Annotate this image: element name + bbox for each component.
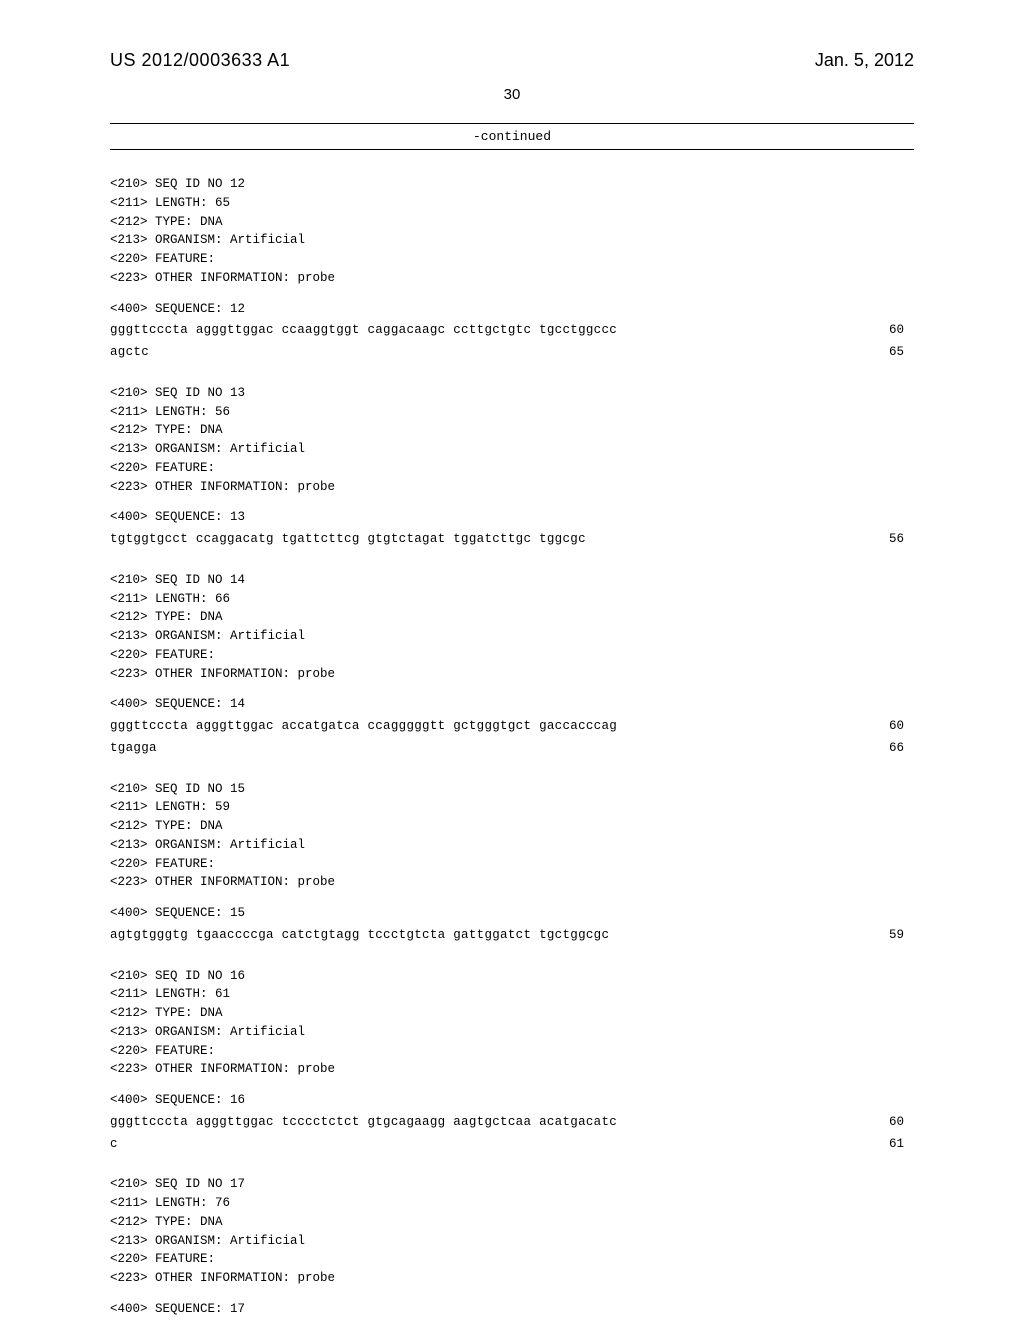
sequence-position: 60 [889, 321, 914, 340]
sequence-line: tgtggtgcct ccaggacatg tgattcttcg gtgtcta… [110, 530, 914, 549]
sequence-line: agtgtgggtg tgaaccccga catctgtagg tccctgt… [110, 926, 914, 945]
page-number: 30 [110, 86, 914, 103]
sequence-entry: <210> SEQ ID NO 13 <211> LENGTH: 56 <212… [110, 384, 914, 549]
sequence-label: <400> SEQUENCE: 12 [110, 300, 914, 319]
entry-metadata: <210> SEQ ID NO 13 <211> LENGTH: 56 <212… [110, 384, 914, 497]
entry-metadata: <210> SEQ ID NO 14 <211> LENGTH: 66 <212… [110, 571, 914, 684]
sequence-text: tgagga [110, 739, 157, 758]
sequence-position: 60 [889, 1113, 914, 1132]
sequence-label: <400> SEQUENCE: 16 [110, 1091, 914, 1110]
sequence-text: tgtggtgcct ccaggacatg tgattcttcg gtgtcta… [110, 530, 586, 549]
sequence-label: <400> SEQUENCE: 17 [110, 1300, 914, 1319]
sequence-text: agtgtgggtg tgaaccccga catctgtagg tccctgt… [110, 926, 609, 945]
sequence-line: gggttcccta agggttggac tcccctctct gtgcaga… [110, 1113, 914, 1132]
sequence-entry: <210> SEQ ID NO 15 <211> LENGTH: 59 <212… [110, 780, 914, 945]
sequence-text: gggttcccta agggttggac tcccctctct gtgcaga… [110, 1113, 617, 1132]
sequence-label: <400> SEQUENCE: 14 [110, 695, 914, 714]
entry-metadata: <210> SEQ ID NO 16 <211> LENGTH: 61 <212… [110, 967, 914, 1080]
sequence-text: gggttcccta agggttggac ccaaggtggt caggaca… [110, 321, 617, 340]
sequence-position: 56 [889, 530, 914, 549]
sequence-position: 65 [889, 343, 914, 362]
entry-metadata: <210> SEQ ID NO 12 <211> LENGTH: 65 <212… [110, 175, 914, 288]
sequence-position: 61 [889, 1135, 914, 1154]
sequence-label: <400> SEQUENCE: 15 [110, 904, 914, 923]
sequence-line: agctc 65 [110, 343, 914, 362]
entry-metadata: <210> SEQ ID NO 15 <211> LENGTH: 59 <212… [110, 780, 914, 893]
sequence-text: c [110, 1135, 118, 1154]
sequence-position: 59 [889, 926, 914, 945]
document-id: US 2012/0003633 A1 [110, 50, 290, 71]
sequence-listing: <210> SEQ ID NO 12 <211> LENGTH: 65 <212… [110, 175, 914, 1319]
sequence-line: gggttcccta agggttggac ccaaggtggt caggaca… [110, 321, 914, 340]
sequence-position: 66 [889, 739, 914, 758]
sequence-entry: <210> SEQ ID NO 12 <211> LENGTH: 65 <212… [110, 175, 914, 362]
sequence-line: tgagga 66 [110, 739, 914, 758]
sequence-entry: <210> SEQ ID NO 16 <211> LENGTH: 61 <212… [110, 967, 914, 1154]
continued-bar: -continued [110, 123, 914, 150]
entry-metadata: <210> SEQ ID NO 17 <211> LENGTH: 76 <212… [110, 1175, 914, 1288]
sequence-line: gggttcccta agggttggac accatgatca ccagggg… [110, 717, 914, 736]
sequence-entry: <210> SEQ ID NO 14 <211> LENGTH: 66 <212… [110, 571, 914, 758]
sequence-position: 60 [889, 717, 914, 736]
sequence-text: agctc [110, 343, 149, 362]
sequence-entry: <210> SEQ ID NO 17 <211> LENGTH: 76 <212… [110, 1175, 914, 1318]
sequence-text: gggttcccta agggttggac accatgatca ccagggg… [110, 717, 617, 736]
document-header: US 2012/0003633 A1 Jan. 5, 2012 [110, 50, 914, 71]
document-date: Jan. 5, 2012 [815, 50, 914, 71]
sequence-line: c 61 [110, 1135, 914, 1154]
sequence-label: <400> SEQUENCE: 13 [110, 508, 914, 527]
